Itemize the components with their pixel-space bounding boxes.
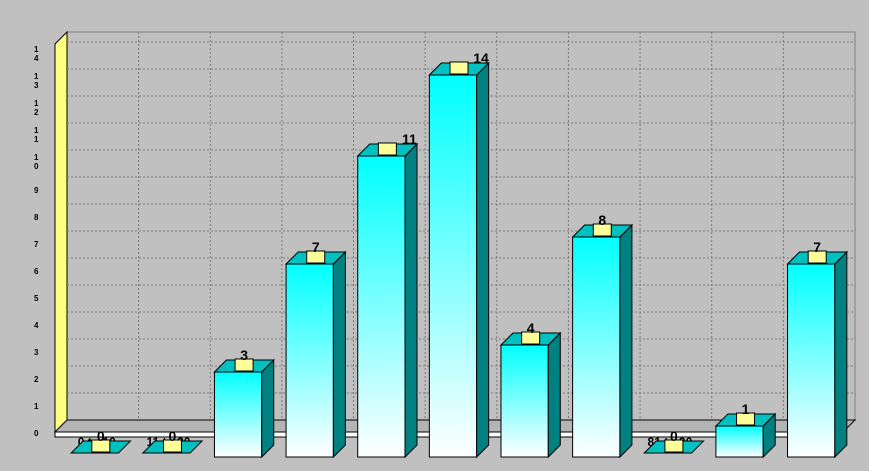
- bar-front: [357, 155, 406, 458]
- bar-side: [834, 250, 848, 459]
- y-tick-label: 5: [34, 294, 39, 303]
- bar: [428, 61, 490, 459]
- bar-front: [285, 263, 334, 458]
- data-label: 0: [670, 428, 678, 444]
- y-tick-label: 6: [34, 267, 39, 276]
- data-label: 14: [473, 50, 489, 66]
- data-label-box: [736, 412, 756, 426]
- y-tick-label: 7: [34, 240, 39, 249]
- data-label: 0: [97, 428, 105, 444]
- y-tick-label: 8: [34, 213, 39, 222]
- data-label: 7: [312, 239, 320, 255]
- data-label-box: [521, 331, 541, 345]
- bar: [284, 250, 347, 459]
- data-label-box: [377, 142, 397, 156]
- plot-left-wall: [54, 30, 68, 434]
- bar-front: [715, 425, 764, 458]
- data-label-box: [306, 250, 326, 264]
- y-tick-label: 0: [34, 429, 39, 438]
- data-label-box: [592, 223, 612, 237]
- bar-side: [404, 142, 418, 459]
- y-tick-label: 3: [34, 348, 39, 357]
- bar-side: [261, 358, 275, 459]
- bar: [356, 142, 419, 459]
- data-label-box: [162, 439, 182, 453]
- y-tick-label: 4: [34, 321, 39, 330]
- bar-side: [547, 331, 561, 459]
- bar: [213, 358, 275, 459]
- data-label: 11: [402, 131, 417, 147]
- bar-front: [213, 371, 263, 458]
- data-label-box: [807, 250, 827, 264]
- data-label-box: [664, 439, 684, 453]
- data-label: 3: [240, 347, 248, 363]
- data-label: 1: [742, 401, 750, 417]
- data-label: 7: [813, 239, 821, 255]
- data-label: 0: [169, 428, 177, 444]
- bar-side: [332, 250, 346, 459]
- bar-side: [619, 223, 633, 459]
- y-tick-label: 9: [34, 186, 39, 195]
- y-tick-label: 1: [34, 402, 39, 411]
- bar-front: [787, 263, 836, 458]
- bar-front: [500, 344, 549, 458]
- data-label-box: [449, 61, 469, 75]
- bar-front: [428, 74, 478, 458]
- data-label-box: [234, 358, 254, 372]
- data-label: 4: [527, 320, 535, 336]
- bar: [499, 331, 562, 459]
- bar: [786, 250, 849, 459]
- data-label: 8: [598, 212, 606, 228]
- y-tick-label: 2: [34, 375, 39, 384]
- bar-front: [572, 236, 621, 458]
- data-label-box: [91, 439, 111, 453]
- bar-side: [476, 61, 490, 459]
- bar: [571, 223, 634, 459]
